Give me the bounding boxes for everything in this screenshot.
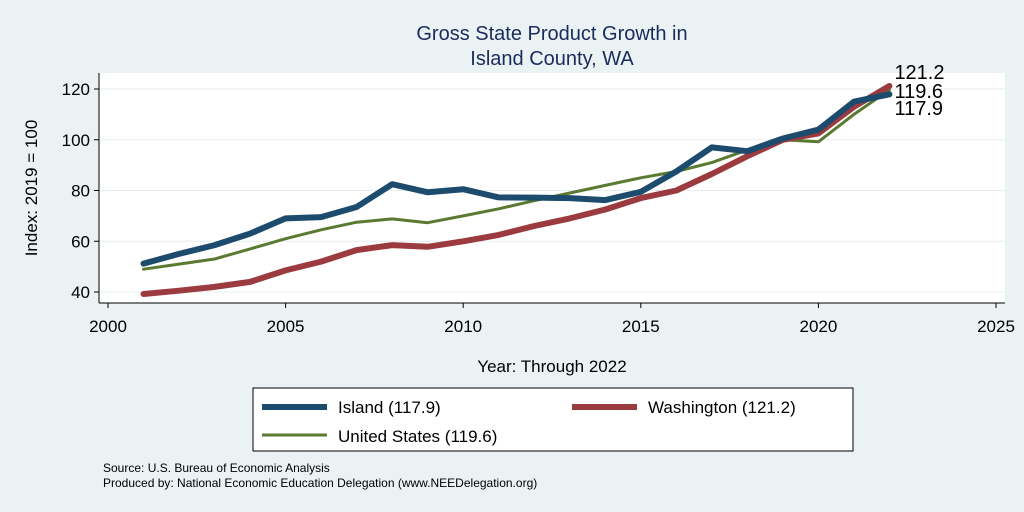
y-tick-label: 120 <box>62 80 90 99</box>
y-tick-label: 80 <box>71 182 90 201</box>
legend-label-washington: Washington (121.2) <box>648 398 796 417</box>
x-tick-label: 2000 <box>89 317 127 336</box>
x-axis-label: Year: Through 2022 <box>477 357 626 376</box>
x-tick-label: 2015 <box>622 317 660 336</box>
y-axis-label: Index: 2019 = 100 <box>22 120 41 257</box>
end-label-washington: 121.2 <box>894 62 944 84</box>
y-tick-label: 40 <box>71 283 90 302</box>
plot-area <box>99 73 1005 303</box>
x-tick-label: 2010 <box>444 317 482 336</box>
x-tick-label: 2020 <box>799 317 837 336</box>
legend-label-island: Island (117.9) <box>338 398 441 417</box>
source-note: Source: U.S. Bureau of Economic Analysis <box>103 461 330 475</box>
end-label-island: 117.9 <box>894 98 943 120</box>
legend-label-united-states: United States (119.6) <box>338 427 497 446</box>
grid-lines <box>99 88 1005 293</box>
end-label-united-states: 119.6 <box>894 81 943 103</box>
chart-title-line-1: Gross State Product Growth in <box>416 23 687 45</box>
y-tick-label: 100 <box>62 131 90 150</box>
legend: Island (117.9) Washington (121.2) United… <box>252 387 854 452</box>
series-line-island <box>140 91 893 267</box>
series-group <box>140 83 893 297</box>
chart-title-line-2: Island County, WA <box>470 48 634 70</box>
y-tick-label: 60 <box>71 232 90 251</box>
x-tick-label: 2025 <box>977 317 1015 336</box>
x-tick-label: 2005 <box>267 317 305 336</box>
legend-box <box>252 387 854 452</box>
axes: 40 60 80 100 120 2000 2005 2010 2015 2020 2025 <box>62 73 1015 336</box>
produced-by-note: Produced by: National Economic Education… <box>103 476 537 490</box>
